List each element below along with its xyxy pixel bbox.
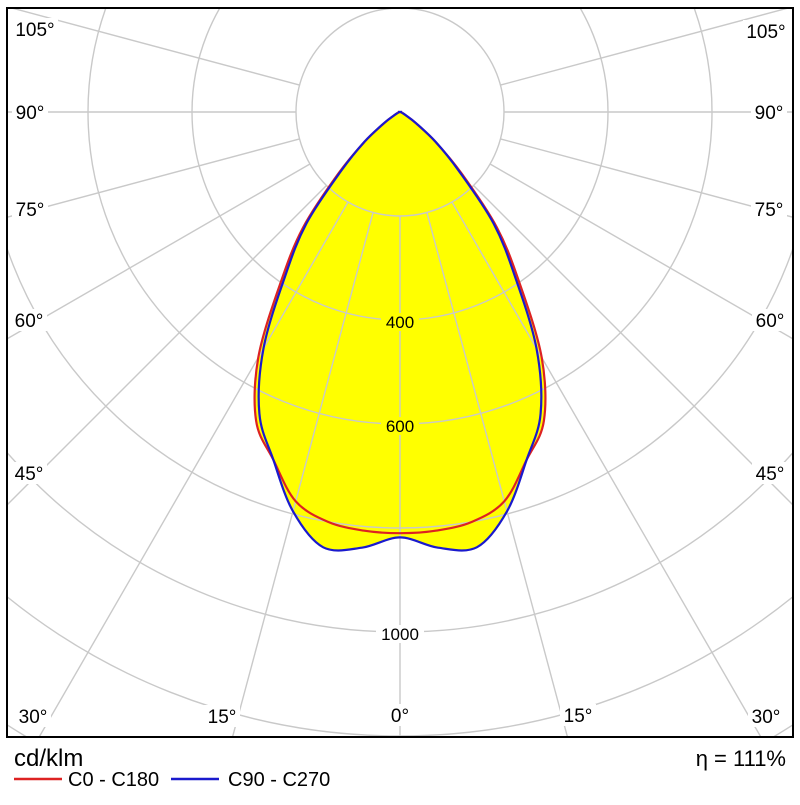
grid-ray-15 <box>426 212 568 736</box>
grid-ray--75 <box>8 138 300 218</box>
angle-label-bottom-0-bg <box>15 705 51 727</box>
plot-border <box>6 7 794 738</box>
grid-ray-105 <box>500 9 788 86</box>
angle-label-bottom-1: 15° <box>208 707 237 728</box>
curve-layer <box>253 110 547 552</box>
grid-ray-60 <box>489 163 792 340</box>
grid-ray-45 <box>473 185 792 505</box>
angle-label-bottom-4-bg <box>748 705 784 727</box>
angle-label-left-90°: 90° <box>16 103 45 124</box>
ring-label-1000: 1000 <box>381 625 419 644</box>
angle-label-layer: 105° 90° 75° 60° 45° 105° 90° 75° 60° 45° 30° 15° 0°… <box>11 18 789 728</box>
angle-label-left-90°-bg <box>12 101 48 123</box>
angle-label-left-75°: 75° <box>16 200 45 221</box>
angle-label-left-60°: 60° <box>15 311 44 332</box>
angle-label-right-90°-bg <box>751 101 787 123</box>
angle-label-bottom-0: 30° <box>19 707 48 728</box>
angle-label-right-60°-bg <box>752 309 788 331</box>
angle-label-bottom-1-bg <box>204 705 240 727</box>
angle-label-right-45°-bg <box>752 462 788 484</box>
unit-label: cd/klm <box>14 745 83 772</box>
grid-ray--15 <box>232 212 374 736</box>
angle-label-right-90°: 90° <box>755 103 784 124</box>
angle-label-left-45°: 45° <box>15 464 44 485</box>
grid-ray-75 <box>500 138 792 218</box>
efficiency-label: η = 111% <box>696 746 786 771</box>
angle-label-right-75°: 75° <box>755 200 784 221</box>
ring-label-600: 600 <box>386 417 414 436</box>
angle-label-left-45°-bg <box>11 462 47 484</box>
ring-label-bg-1000 <box>376 625 424 643</box>
angle-label-left-60°-bg <box>11 309 47 331</box>
angle-label-bottom-2-bg <box>387 704 413 726</box>
grid-ray--45 <box>8 185 327 505</box>
ring-label-bg-400 <box>381 313 419 331</box>
c90-c270-curve <box>257 110 543 552</box>
ring-label-layer: 400 600 1000 <box>376 313 424 644</box>
angle-label-bottom-3: 15° <box>564 706 593 727</box>
grid-ray--60 <box>8 163 311 340</box>
angle-label-right-60°: 60° <box>756 311 785 332</box>
angle-label-left-105°-bg <box>12 18 58 40</box>
legend-label-c0: C0 - C180 <box>68 769 159 791</box>
angle-label-right-105°: 105° <box>746 22 785 43</box>
angle-label-left-105°: 105° <box>15 20 54 41</box>
angle-label-bottom-2: 0° <box>391 706 409 727</box>
angle-label-right-45°: 45° <box>756 464 785 485</box>
ring-label-bg-600 <box>381 417 419 435</box>
grid-ray--105 <box>12 9 300 86</box>
angle-label-left-75°-bg <box>12 198 48 220</box>
angle-label-bottom-3-bg <box>560 704 596 726</box>
angle-label-right-105°-bg <box>743 20 789 42</box>
legend-label-c90: C90 - C270 <box>228 769 330 791</box>
angle-label-right-75°-bg <box>751 198 787 220</box>
ring-label-400: 400 <box>386 313 414 332</box>
angle-label-bottom-4: 30° <box>752 707 781 728</box>
